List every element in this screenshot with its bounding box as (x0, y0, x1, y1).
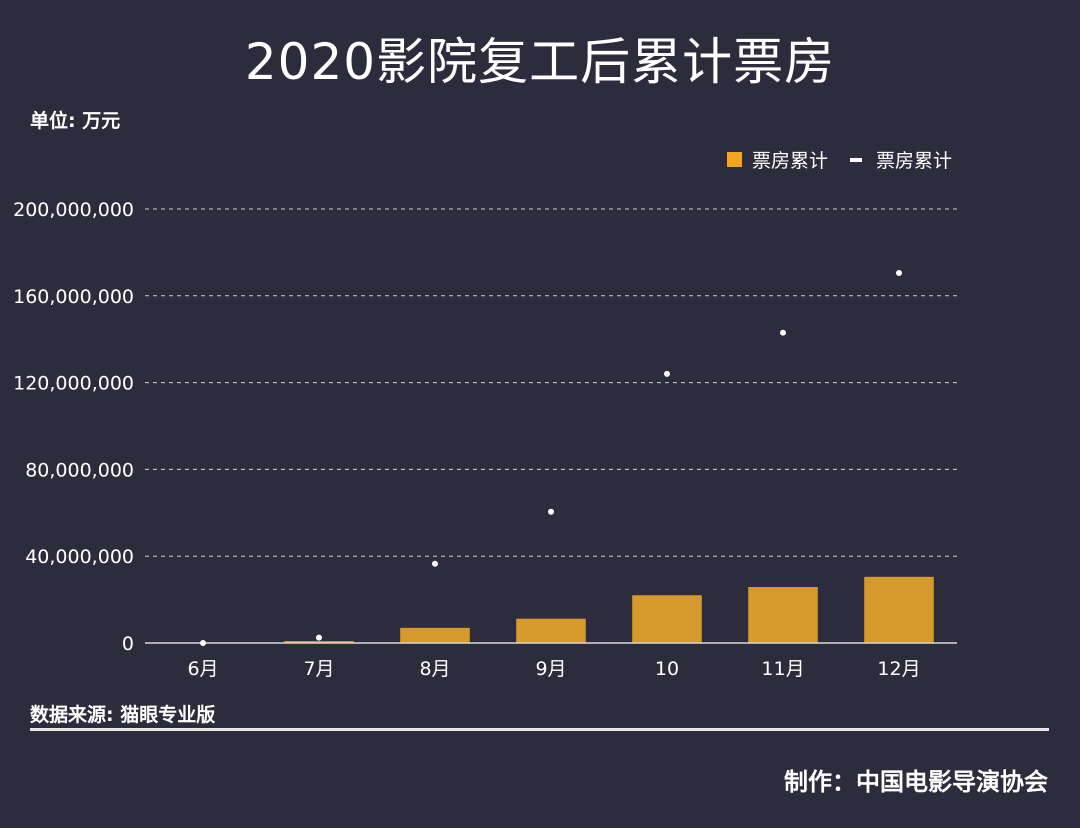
y-tick-label: 40,000,000 (25, 546, 134, 568)
y-tick-label: 0 (122, 633, 134, 655)
point (316, 634, 322, 641)
chart-title: 2020影院复工后累计票房 (244, 33, 836, 91)
bar (284, 641, 354, 643)
point (200, 640, 206, 646)
x-tick-label: 8月 (419, 658, 450, 680)
y-tick-label: 80,000,000 (25, 459, 134, 481)
legend-swatch-bar (726, 152, 742, 167)
point (432, 560, 438, 567)
y-tick-label: 200,000,000 (13, 199, 134, 221)
credit: 制作：中国电影导演协会 (784, 768, 1048, 796)
x-tick-label: 6月 (187, 658, 218, 680)
bar (864, 576, 934, 643)
bar (400, 627, 470, 643)
data-source: 数据来源: 猫眼专业版 (30, 704, 216, 726)
x-tick-label: 11月 (761, 658, 804, 680)
legend-label-bar: 票房累计 (751, 150, 828, 172)
x-tick-label: 12月 (877, 658, 920, 680)
point (896, 270, 902, 277)
point-series (200, 270, 902, 646)
point (780, 329, 786, 336)
legend-swatch-point (849, 157, 862, 162)
bar (632, 595, 702, 643)
legend: 票房累计 票房累计 (726, 146, 952, 173)
y-axis-ticks: 0 40,000,000 80,000,000 120,000,000 160,000,… (13, 199, 134, 655)
point (664, 370, 670, 377)
point (548, 508, 554, 515)
bar (748, 587, 818, 643)
bar (516, 618, 586, 643)
grid-layer (145, 208, 957, 557)
legend-label-point: 票房累计 (875, 150, 952, 172)
x-tick-label: 10 (655, 658, 679, 680)
bar-series (284, 576, 934, 643)
x-axis-ticks: 6月 7月 8月 9月 10 11月 12月 (187, 658, 920, 680)
y-tick-label: 160,000,000 (13, 286, 134, 308)
x-tick-label: 9月 (535, 658, 566, 680)
divider (30, 728, 1049, 731)
unit-label: 单位: 万元 (30, 110, 121, 132)
y-tick-label: 120,000,000 (13, 373, 134, 395)
x-tick-label: 7月 (303, 658, 334, 680)
